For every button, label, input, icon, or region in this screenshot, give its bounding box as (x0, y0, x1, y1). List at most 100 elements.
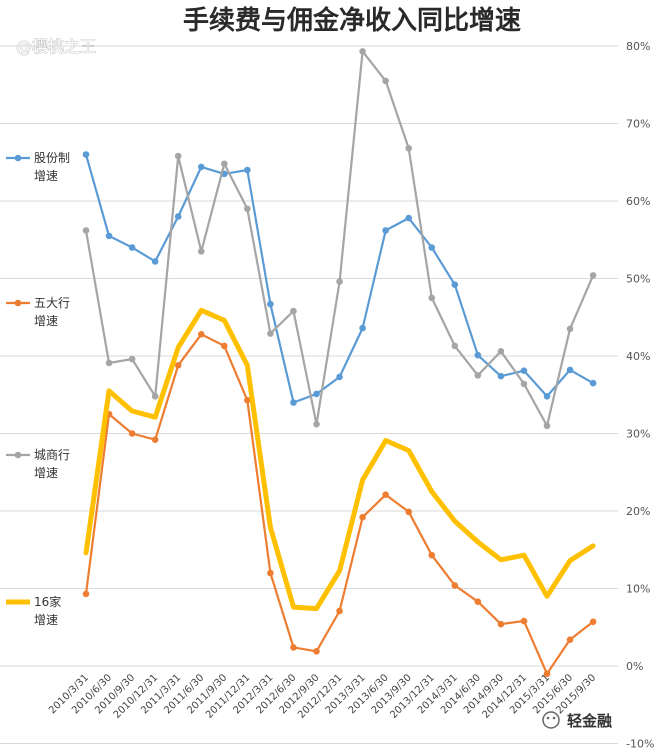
series-2 (82, 48, 597, 430)
data-point (82, 151, 90, 158)
data-point (543, 670, 551, 678)
data-point (543, 422, 551, 430)
data-point (566, 366, 574, 374)
data-point (543, 393, 551, 400)
data-point (105, 232, 113, 240)
y-tick-label: 80% (626, 40, 650, 53)
data-point (474, 598, 482, 605)
data-point (336, 278, 343, 285)
data-point (382, 227, 389, 234)
y-tick-label: 10% (626, 583, 650, 596)
data-point (451, 582, 459, 589)
data-point (382, 491, 389, 499)
data-point (128, 430, 136, 437)
data-point (197, 163, 205, 171)
legend-label-sub: 增速 (34, 466, 58, 480)
data-point (267, 569, 274, 577)
legend-marker (14, 451, 22, 459)
data-point (221, 342, 228, 350)
data-point (82, 227, 90, 234)
legend-marker (14, 299, 22, 307)
y-tick-label: 30% (626, 428, 650, 441)
legend-label: 16家 (34, 594, 61, 609)
y-tick-label: 40% (626, 350, 650, 363)
data-point (82, 590, 90, 598)
data-point (313, 390, 320, 398)
series-line (83, 307, 596, 612)
data-point (589, 272, 597, 279)
data-point (520, 617, 528, 625)
legend-label: 城商行 (34, 447, 70, 462)
data-point (313, 420, 320, 428)
data-point (405, 214, 413, 222)
data-point (359, 48, 366, 55)
x-axis-ticks: 2010/3/312010/6/302010/9/302010/12/31201… (47, 672, 598, 721)
y-tick-label: -10% (626, 738, 654, 751)
data-point (336, 373, 343, 381)
data-point (428, 244, 436, 251)
data-point (197, 331, 205, 338)
data-point (221, 160, 228, 168)
series-lines (82, 48, 597, 678)
data-point (290, 307, 297, 315)
data-point (151, 393, 159, 400)
data-point (405, 508, 413, 516)
data-point (497, 372, 505, 380)
data-point (174, 362, 182, 369)
series-1 (82, 331, 597, 678)
brand-icon (542, 711, 560, 729)
legend-label-sub: 增速 (34, 613, 58, 627)
data-point (474, 351, 482, 359)
data-point (244, 166, 251, 174)
data-point (174, 152, 182, 160)
data-point (290, 644, 297, 651)
data-point (566, 636, 574, 643)
data-point (267, 300, 274, 308)
brand-logo: 轻金融 (542, 711, 612, 730)
data-point (566, 325, 574, 333)
data-point (336, 607, 343, 615)
legend-label: 股份制 (34, 151, 70, 165)
series-line (84, 50, 595, 427)
y-tick-label: 0% (626, 660, 643, 673)
y-tick-label: 70% (626, 118, 650, 131)
chart-title: 手续费与佣金净收入同比增速 (183, 5, 521, 36)
y-tick-label: 50% (626, 273, 650, 286)
data-point (382, 77, 389, 85)
data-point (497, 620, 505, 628)
data-point (428, 294, 436, 302)
data-point (359, 324, 366, 332)
y-tick-label: 60% (626, 195, 650, 208)
data-point (520, 367, 528, 375)
legend-label: 五大行 (34, 296, 70, 310)
data-point (151, 258, 159, 265)
data-point (451, 281, 459, 289)
data-point (244, 205, 251, 213)
data-point (451, 342, 459, 350)
y-tick-label: 20% (626, 505, 650, 518)
data-point (174, 213, 182, 220)
data-point (128, 355, 136, 363)
series-line (84, 333, 595, 675)
brand-text: 轻金融 (567, 712, 612, 730)
legend-marker (14, 154, 22, 162)
y-axis-ticks: -10% 0% 10% 20% 30% 40% 50% 60% 70% 80% (626, 40, 654, 751)
data-point (197, 248, 205, 255)
data-point (244, 396, 251, 404)
data-point (105, 359, 113, 367)
data-point (428, 551, 436, 559)
legend-label-sub: 增速 (34, 314, 58, 328)
legend-label-sub: 增速 (34, 169, 58, 183)
data-point (474, 372, 482, 379)
data-point (151, 436, 159, 444)
data-point (290, 399, 297, 406)
data-point (267, 330, 274, 337)
data-point (589, 379, 597, 387)
data-point (359, 513, 366, 521)
data-point (520, 380, 528, 388)
